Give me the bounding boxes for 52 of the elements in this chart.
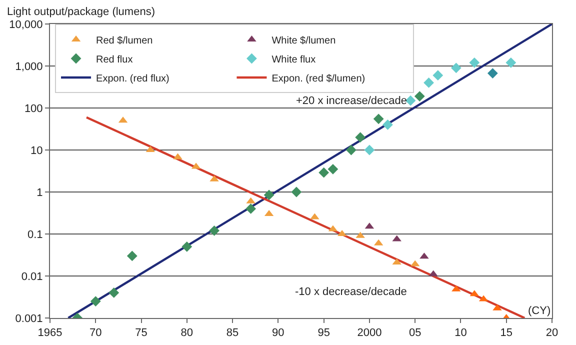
point — [450, 62, 462, 74]
y-tick-label: 0.01 — [21, 270, 43, 283]
point — [108, 288, 120, 298]
point — [469, 57, 480, 68]
y-tick-label: 1 — [36, 186, 43, 199]
point — [264, 190, 274, 200]
y-tick-label: 1,000 — [15, 60, 43, 73]
x-tick-label: 85 — [226, 327, 239, 340]
point — [487, 68, 498, 78]
x-tick-label: 2000 — [357, 327, 382, 340]
x-tick-label: 80 — [180, 327, 194, 340]
point — [291, 186, 302, 198]
point — [246, 204, 256, 214]
x-tick-label: 05 — [408, 327, 422, 340]
legend-label: Red flux — [96, 54, 133, 66]
annotation: -10 x decrease/decade — [295, 286, 407, 298]
y-axis-title: Light output/package (lumens) — [7, 6, 155, 18]
x-tick-label: 95 — [318, 327, 330, 340]
legend-label: Red $/lumen — [96, 35, 153, 46]
y-tick-label: 100 — [24, 102, 43, 115]
x-tick-label: 20 — [546, 327, 558, 340]
legend-label: White flux — [272, 54, 316, 66]
x-tick-label: 90 — [272, 327, 284, 340]
point — [506, 57, 516, 68]
point — [346, 144, 356, 156]
point — [355, 132, 366, 143]
x-tick-label: 75 — [135, 327, 148, 340]
point — [382, 120, 393, 130]
point — [424, 78, 434, 88]
x-tick-label: 70 — [90, 327, 102, 340]
x-tick-label: 15 — [500, 327, 512, 340]
point — [414, 91, 425, 102]
legend-label: White $/lumen — [272, 35, 336, 46]
point — [90, 296, 101, 306]
point — [373, 114, 384, 124]
annotation: +20 x increase/decade — [296, 95, 407, 107]
point — [318, 167, 330, 178]
point — [364, 144, 375, 156]
point — [209, 225, 220, 236]
legend-label: Expon. (red flux) — [96, 73, 170, 84]
x-tick-label: 10 — [454, 327, 467, 340]
y-tick-label: 0.1 — [28, 228, 43, 241]
x-axis-title: (CY) — [528, 305, 551, 317]
y-tick-label: 10 — [30, 144, 43, 157]
legend-label: Expon. (red $/lumen) — [272, 73, 366, 84]
y-tick-label: 0.001 — [15, 312, 43, 325]
x-tick-label: 1965 — [38, 327, 62, 340]
point — [328, 164, 338, 174]
point — [432, 70, 444, 81]
point — [126, 250, 138, 262]
point — [182, 241, 192, 252]
y-tick-label: 10,000 — [9, 18, 43, 31]
